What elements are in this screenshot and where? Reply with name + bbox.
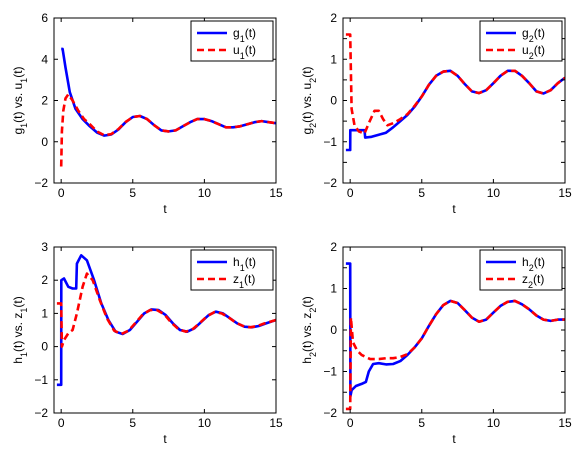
chart-g2-u2-legend-label: u2(t) (522, 43, 545, 61)
chart-g2-u2-xtick-label: 15 (558, 186, 572, 200)
chart-g2-u2-xtick-label: 0 (347, 186, 354, 200)
chart-g1-u1-legend: g1(t)u1(t) (190, 20, 274, 62)
chart-g1-u1: 0 5 10 15 −2 0 2 4 6 t g1(t) vs. u1(t) g1(t)u1(t) (11, 11, 283, 216)
chart-h2-z2-legend-box (479, 249, 563, 291)
chart-g1-u1-legend-label: u1(t) (233, 43, 256, 61)
chart-h2-z2-ytick-label: 2 (330, 240, 337, 254)
chart-h2-z2-ytick-label: −1 (323, 365, 337, 379)
chart-h2-z2-xtick-label: 15 (558, 416, 572, 430)
chart-h1-z1-ytick-label: 0 (41, 340, 48, 354)
chart-h2-z2-legend-label: z2(t) (522, 272, 544, 290)
chart-h2-z2-legend-label: h2(t) (522, 255, 545, 273)
chart-h2-z2-ytick-label: 0 (330, 323, 337, 337)
chart-h2-z2-ytick-label: 1 (330, 282, 337, 296)
chart-h2-z2-legend: h2(t)z2(t) (479, 249, 563, 291)
chart-h1-z1-frame (53, 246, 277, 414)
chart-h1-z1-xtick-label: 0 (58, 416, 65, 430)
chart-g2-u2-ytick-label: 0 (330, 94, 337, 108)
chart-h1-z1-ytick-label: −2 (34, 406, 48, 420)
chart-g2-u2-legend-label: g2(t) (522, 26, 545, 44)
chart-g2-u2-line-u2t (345, 33, 565, 135)
chart-h1-z1-xtick-label: 5 (129, 416, 136, 430)
chart-h1-z1-legend: h1(t)z1(t) (190, 249, 274, 291)
chart-h1-z1-ytick-label: −1 (34, 373, 48, 387)
chart-h2-z2-xtick-label: 10 (487, 416, 501, 430)
chart-h1-z1-xtick-label: 15 (269, 416, 283, 430)
chart-h2-z2: 0 5 10 15 −2 −1 0 1 2 t h2(t) vs. z2(t) h2(t)z2(t) (300, 240, 572, 446)
chart-g1-u1-xlabel: t (163, 202, 167, 216)
chart-h1-z1-ytick-label: 2 (41, 273, 48, 287)
chart-h2-z2-ylabel: h2(t) vs. z2(t) (300, 296, 318, 363)
chart-g1-u1-line-u1t (59, 93, 276, 167)
chart-h2-z2-ytick-label: −2 (323, 406, 337, 420)
chart-g1-u1-xtick-label: 5 (129, 186, 136, 200)
chart-g1-u1-xtick-label: 15 (269, 186, 283, 200)
chart-g1-u1-legend-box (190, 20, 274, 62)
chart-g2-u2-ylabel: g2(t) vs. u2(t) (300, 66, 318, 134)
chart-g1-u1-line-g1t (61, 47, 276, 137)
chart-h1-z1-ytick-label: 1 (41, 306, 48, 320)
chart-h1-z1-ylabel: h1(t) vs. z1(t) (11, 296, 29, 363)
chart-g1-u1-ytick-label: 0 (41, 135, 48, 149)
chart-g2-u2-legend-box (479, 20, 563, 62)
chart-g2-u2: 0 5 10 15 −2 −1 0 1 2 t g2(t) vs. u2(t) g2(t)u2(t) (300, 11, 572, 216)
chart-g1-u1-ytick-label: 4 (41, 52, 48, 66)
chart-g2-u2-ytick-label: 2 (330, 11, 337, 25)
chart-g2-u2-legend: g2(t)u2(t) (479, 20, 563, 62)
chart-h2-z2-xtick-label: 0 (347, 416, 354, 430)
chart-g2-u2-ytick-label: −1 (323, 135, 337, 149)
chart-h1-z1-xlabel: t (163, 432, 167, 446)
chart-g1-u1-ytick-label: 2 (41, 94, 48, 108)
chart-h1-z1-xtick-label: 10 (198, 416, 212, 430)
chart-g1-u1-ytick-label: −2 (34, 176, 48, 190)
chart-h1-z1-line-z1t (56, 272, 276, 348)
chart-g1-u1-legend-label: g1(t) (233, 26, 256, 44)
chart-g1-u1-ytick-label: 6 (41, 11, 48, 25)
chart-g2-u2-ytick-label: −2 (323, 176, 337, 190)
chart-h2-z2-xtick-label: 5 (418, 416, 425, 430)
chart-g2-u2-xlabel: t (452, 202, 456, 216)
chart-h1-z1: 0 5 10 15 −2 −1 0 1 2 3 t h1(t) vs. z1(t) h1(t)z1(t) (11, 240, 283, 446)
chart-h1-z1-legend-label: z1(t) (233, 272, 255, 290)
chart-g1-u1-ylabel: g1(t) vs. u1(t) (11, 66, 29, 134)
chart-h1-z1-ytick-label: 3 (41, 240, 48, 254)
chart-g2-u2-xtick-label: 5 (418, 186, 425, 200)
chart-h1-z1-legend-box (190, 249, 274, 291)
chart-h2-z2-xlabel: t (452, 432, 456, 446)
chart-h1-z1-legend-label: h1(t) (233, 255, 256, 273)
chart-g2-u2-xtick-label: 10 (487, 186, 501, 200)
chart-g2-u2-ytick-label: 1 (330, 52, 337, 66)
chart-g1-u1-xtick-label: 0 (58, 186, 65, 200)
chart-g1-u1-xtick-label: 10 (198, 186, 212, 200)
chart-h2-z2-line-z2t (345, 299, 565, 411)
